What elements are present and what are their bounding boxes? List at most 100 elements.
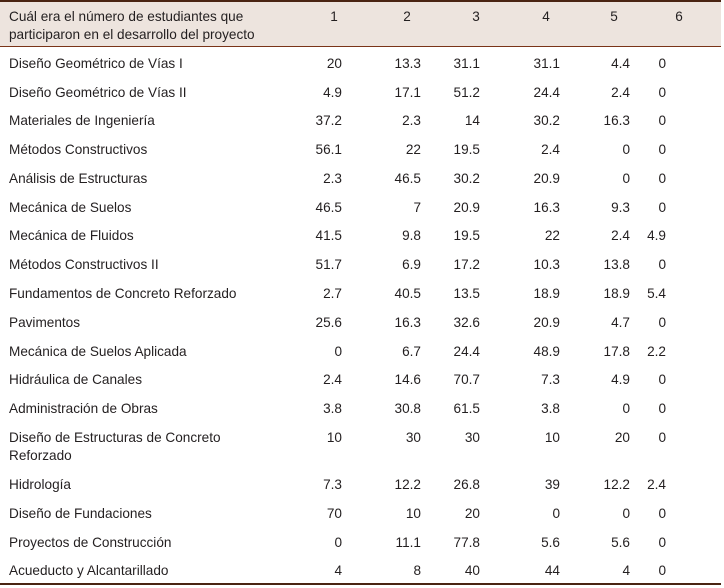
cell-col-3: 26.8 xyxy=(453,477,480,492)
row-label: Análisis de Estructuras xyxy=(9,170,259,188)
row-label: Materiales de Ingeniería xyxy=(9,112,259,130)
row-label-text: Fundamentos de Concreto Reforzado xyxy=(9,286,237,301)
cell-col-3: 20.9 xyxy=(453,200,480,215)
cell-col-6: 0 xyxy=(658,535,666,550)
cell-col-1: 46.5 xyxy=(315,200,342,215)
cell-col-4: 0 xyxy=(552,506,560,521)
cell-col-3: 24.4 xyxy=(453,344,480,359)
row-label-text: Diseño Geométrico de Vías I xyxy=(9,56,183,71)
cell-col-5: 4 xyxy=(622,563,630,578)
row-label: Métodos Constructivos xyxy=(9,141,259,159)
cell-col-4: 30.2 xyxy=(533,113,560,128)
cell-col-6: 0 xyxy=(658,257,666,272)
cell-col-2: 11.1 xyxy=(395,535,421,550)
cell-col-6: 5.4 xyxy=(647,286,666,301)
cell-col-5: 0 xyxy=(622,401,630,416)
header-question-line2: participaron en el desarrollo del proyec… xyxy=(9,27,255,42)
cell-col-5: 20 xyxy=(614,430,630,445)
cell-col-3: 14 xyxy=(464,113,480,128)
row-label: Pavimentos xyxy=(9,314,259,332)
cell-col-4: 18.9 xyxy=(533,286,560,301)
row-label: Mecánica de Suelos Aplicada xyxy=(9,343,259,361)
cell-col-3: 61.5 xyxy=(453,401,480,416)
cell-col-2: 10 xyxy=(405,506,421,521)
cell-col-6: 0 xyxy=(658,563,666,578)
row-label: Proyectos de Construcción xyxy=(9,534,259,552)
row-label-text: Pavimentos xyxy=(9,315,81,330)
cell-col-6: 0 xyxy=(658,506,666,521)
cell-col-5: 2.4 xyxy=(611,85,630,100)
header-col-5: 5 xyxy=(610,9,618,24)
cell-col-6: 2.4 xyxy=(647,477,666,492)
row-label-text: Métodos Constructivos II xyxy=(9,257,159,272)
header-col-2: 2 xyxy=(403,9,411,24)
row-label-text: Mecánica de Suelos xyxy=(9,200,132,215)
cell-col-3: 30 xyxy=(464,430,480,445)
row-label-text: Mecánica de Suelos Aplicada xyxy=(9,344,187,359)
cell-col-6: 0 xyxy=(658,56,666,71)
cell-col-4: 44 xyxy=(544,563,560,578)
cell-col-5: 13.8 xyxy=(603,257,630,272)
cell-col-4: 24.4 xyxy=(533,85,560,100)
cell-col-1: 3.8 xyxy=(323,401,342,416)
cell-col-3: 19.5 xyxy=(453,142,480,157)
cell-col-3: 31.1 xyxy=(453,56,480,71)
cell-col-3: 17.2 xyxy=(453,257,480,272)
header-question-line1: Cuál era el número de estudiantes que xyxy=(9,9,244,24)
cell-col-3: 19.5 xyxy=(453,228,480,243)
top-rule xyxy=(0,0,721,2)
cell-col-5: 4.4 xyxy=(611,56,630,71)
cell-col-2: 40.5 xyxy=(394,286,421,301)
cell-col-3: 77.8 xyxy=(453,535,480,550)
cell-col-5: 0 xyxy=(622,171,630,186)
cell-col-6: 0 xyxy=(658,372,666,387)
cell-col-5: 2.4 xyxy=(611,228,630,243)
cell-col-5: 4.7 xyxy=(611,315,630,330)
cell-col-4: 7.3 xyxy=(541,372,560,387)
cell-col-1: 0 xyxy=(334,535,342,550)
cell-col-4: 10 xyxy=(544,430,560,445)
cell-col-4: 2.4 xyxy=(541,142,560,157)
cell-col-2: 46.5 xyxy=(394,171,421,186)
row-label: Hidráulica de Canales xyxy=(9,371,259,389)
cell-col-1: 2.3 xyxy=(323,171,342,186)
cell-col-2: 2.3 xyxy=(402,113,421,128)
cell-col-4: 48.9 xyxy=(533,344,560,359)
cell-col-1: 4 xyxy=(334,563,342,578)
data-table: Cuál era el número de estudiantes que pa… xyxy=(0,0,721,47)
cell-col-1: 51.7 xyxy=(315,257,342,272)
cell-col-4: 3.8 xyxy=(541,401,560,416)
cell-col-4: 5.6 xyxy=(541,535,560,550)
cell-col-1: 0 xyxy=(334,344,342,359)
row-label: Administración de Obras xyxy=(9,400,259,418)
bottom-rule xyxy=(0,583,721,585)
cell-col-5: 4.9 xyxy=(611,372,630,387)
cell-col-2: 7 xyxy=(413,200,421,215)
cell-col-2: 6.9 xyxy=(402,257,421,272)
cell-col-1: 10 xyxy=(326,430,342,445)
cell-col-4: 22 xyxy=(544,228,560,243)
cell-col-5: 18.9 xyxy=(603,286,630,301)
cell-col-4: 31.1 xyxy=(533,56,560,71)
cell-col-2: 17.1 xyxy=(394,85,421,100)
row-label-text: Diseño Geométrico de Vías II xyxy=(9,85,187,100)
cell-col-3: 40 xyxy=(464,563,480,578)
row-label-text: Proyectos de Construcción xyxy=(9,535,172,550)
cell-col-2: 13.3 xyxy=(394,56,421,71)
cell-col-5: 0 xyxy=(622,142,630,157)
cell-col-3: 20 xyxy=(464,506,480,521)
row-label: Mecánica de Fluidos xyxy=(9,227,259,245)
cell-col-6: 0 xyxy=(658,171,666,186)
row-label: Mecánica de Suelos xyxy=(9,199,259,217)
row-label-text-line2: Reforzado xyxy=(9,448,72,463)
cell-col-6: 0 xyxy=(658,142,666,157)
cell-col-1: 2.4 xyxy=(323,372,342,387)
cell-col-5: 0 xyxy=(622,506,630,521)
cell-col-1: 37.2 xyxy=(315,113,342,128)
cell-col-6: 2.2 xyxy=(647,344,666,359)
row-label: Hidrología xyxy=(9,476,259,494)
cell-col-3: 51.2 xyxy=(453,85,480,100)
cell-col-1: 25.6 xyxy=(315,315,342,330)
cell-col-6: 0 xyxy=(658,401,666,416)
cell-col-5: 12.2 xyxy=(603,477,630,492)
